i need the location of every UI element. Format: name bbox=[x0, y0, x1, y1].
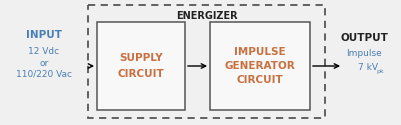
Text: INPUT: INPUT bbox=[26, 30, 62, 40]
Text: pk: pk bbox=[375, 68, 383, 73]
Text: 110/220 Vac: 110/220 Vac bbox=[16, 70, 72, 78]
Text: ENERGIZER: ENERGIZER bbox=[175, 11, 237, 21]
Bar bbox=[97, 22, 184, 110]
Text: or: or bbox=[39, 58, 49, 68]
Text: CIRCUIT: CIRCUIT bbox=[236, 75, 283, 85]
Bar bbox=[209, 22, 309, 110]
Text: Impulse: Impulse bbox=[345, 50, 381, 58]
Text: GENERATOR: GENERATOR bbox=[224, 61, 295, 71]
Text: 12 Vdc: 12 Vdc bbox=[28, 48, 59, 56]
Text: 7 kV: 7 kV bbox=[357, 64, 377, 72]
Text: IMPULSE: IMPULSE bbox=[234, 47, 285, 57]
Text: OUTPUT: OUTPUT bbox=[339, 33, 387, 43]
Bar bbox=[88, 5, 324, 118]
Text: CIRCUIT: CIRCUIT bbox=[117, 69, 164, 79]
Text: SUPPLY: SUPPLY bbox=[119, 53, 162, 63]
